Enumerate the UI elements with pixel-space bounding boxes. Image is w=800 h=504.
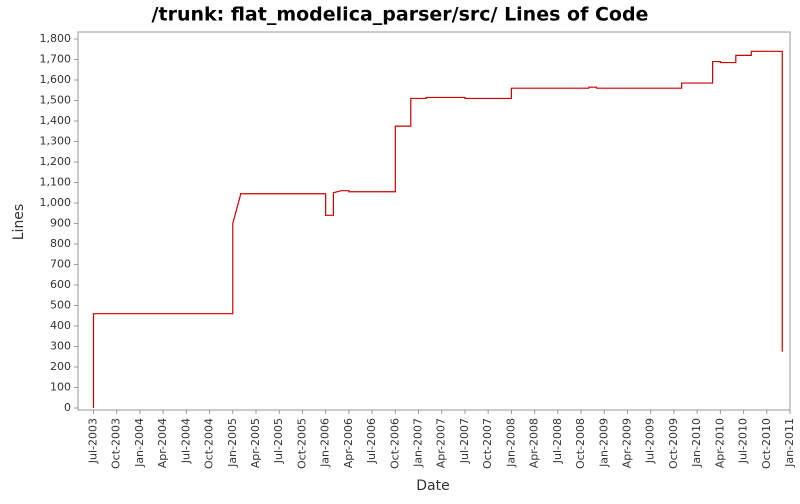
x-tick-label: Jan-2011: [783, 418, 796, 468]
x-tick-label: Oct-2004: [203, 418, 216, 469]
y-tick-label: 700: [50, 258, 71, 271]
plot-area: [77, 31, 791, 411]
x-tick-label: Jan-2010: [690, 418, 703, 468]
x-tick-label: Jul-2007: [458, 418, 471, 464]
x-tick-label: Oct-2007: [481, 418, 494, 469]
x-tick-label: Jul-2003: [86, 418, 99, 464]
x-tick-label: Oct-2005: [295, 418, 308, 469]
x-tick-label: Apr-2008: [528, 418, 541, 468]
y-tick-label: 100: [50, 381, 71, 394]
x-tick-label: Apr-2004: [156, 418, 169, 468]
y-tick-label: 400: [50, 319, 71, 332]
x-tick-label: Jan-2009: [597, 418, 610, 468]
y-tick-label: 500: [50, 299, 71, 312]
x-tick-label: Oct-2010: [760, 418, 773, 469]
x-tick-label: Jul-2008: [551, 418, 564, 464]
x-tick-label: Apr-2006: [342, 418, 355, 468]
x-tick-label: Jul-2010: [737, 418, 750, 464]
y-tick-label: 1,600: [40, 73, 72, 86]
x-tick-label: Apr-2010: [713, 418, 726, 468]
y-tick-label: 800: [50, 237, 71, 250]
y-tick-label: 1,200: [40, 155, 72, 168]
y-axis-title: Lines: [11, 204, 27, 240]
x-tick-label: Oct-2008: [574, 418, 587, 469]
x-tick-label: Jan-2006: [319, 418, 332, 468]
x-tick-label: Jul-2009: [644, 418, 657, 464]
y-tick-label: 1,300: [40, 135, 72, 148]
y-tick-label: 1,800: [40, 32, 72, 45]
x-tick-label: Oct-2003: [110, 418, 123, 469]
y-tick-label: 300: [50, 340, 71, 353]
y-tick-label: 600: [50, 278, 71, 291]
y-tick-label: 900: [50, 217, 71, 230]
chart-title: /trunk: flat_modelica_parser/src/ Lines …: [152, 4, 649, 26]
x-tick-label: Oct-2006: [388, 418, 401, 469]
x-tick-label: Apr-2007: [435, 418, 448, 468]
data-line: [92, 50, 783, 408]
x-axis-title: Date: [416, 478, 449, 494]
x-tick-label: Jul-2004: [179, 418, 192, 464]
x-tick-label: Apr-2009: [620, 418, 633, 468]
x-tick-label: Jul-2005: [272, 418, 285, 464]
y-tick-label: 1,500: [40, 94, 72, 107]
y-tick-label: 1,700: [40, 53, 72, 66]
y-tick-label: 1,400: [40, 114, 72, 127]
x-tick-label: Jan-2004: [133, 418, 146, 468]
y-tick-label: 1,000: [40, 196, 72, 209]
y-tick-label: 200: [50, 360, 71, 373]
y-tick-label: 0: [64, 401, 71, 414]
x-tick-label: Oct-2009: [667, 418, 680, 469]
x-tick-label: Jul-2006: [365, 418, 378, 464]
x-tick-label: Jan-2005: [226, 418, 239, 468]
x-tick-label: Jan-2007: [412, 418, 425, 468]
x-tick-label: Apr-2005: [249, 418, 262, 468]
y-tick-label: 1,100: [40, 176, 72, 189]
x-tick-label: Jan-2008: [504, 418, 517, 468]
